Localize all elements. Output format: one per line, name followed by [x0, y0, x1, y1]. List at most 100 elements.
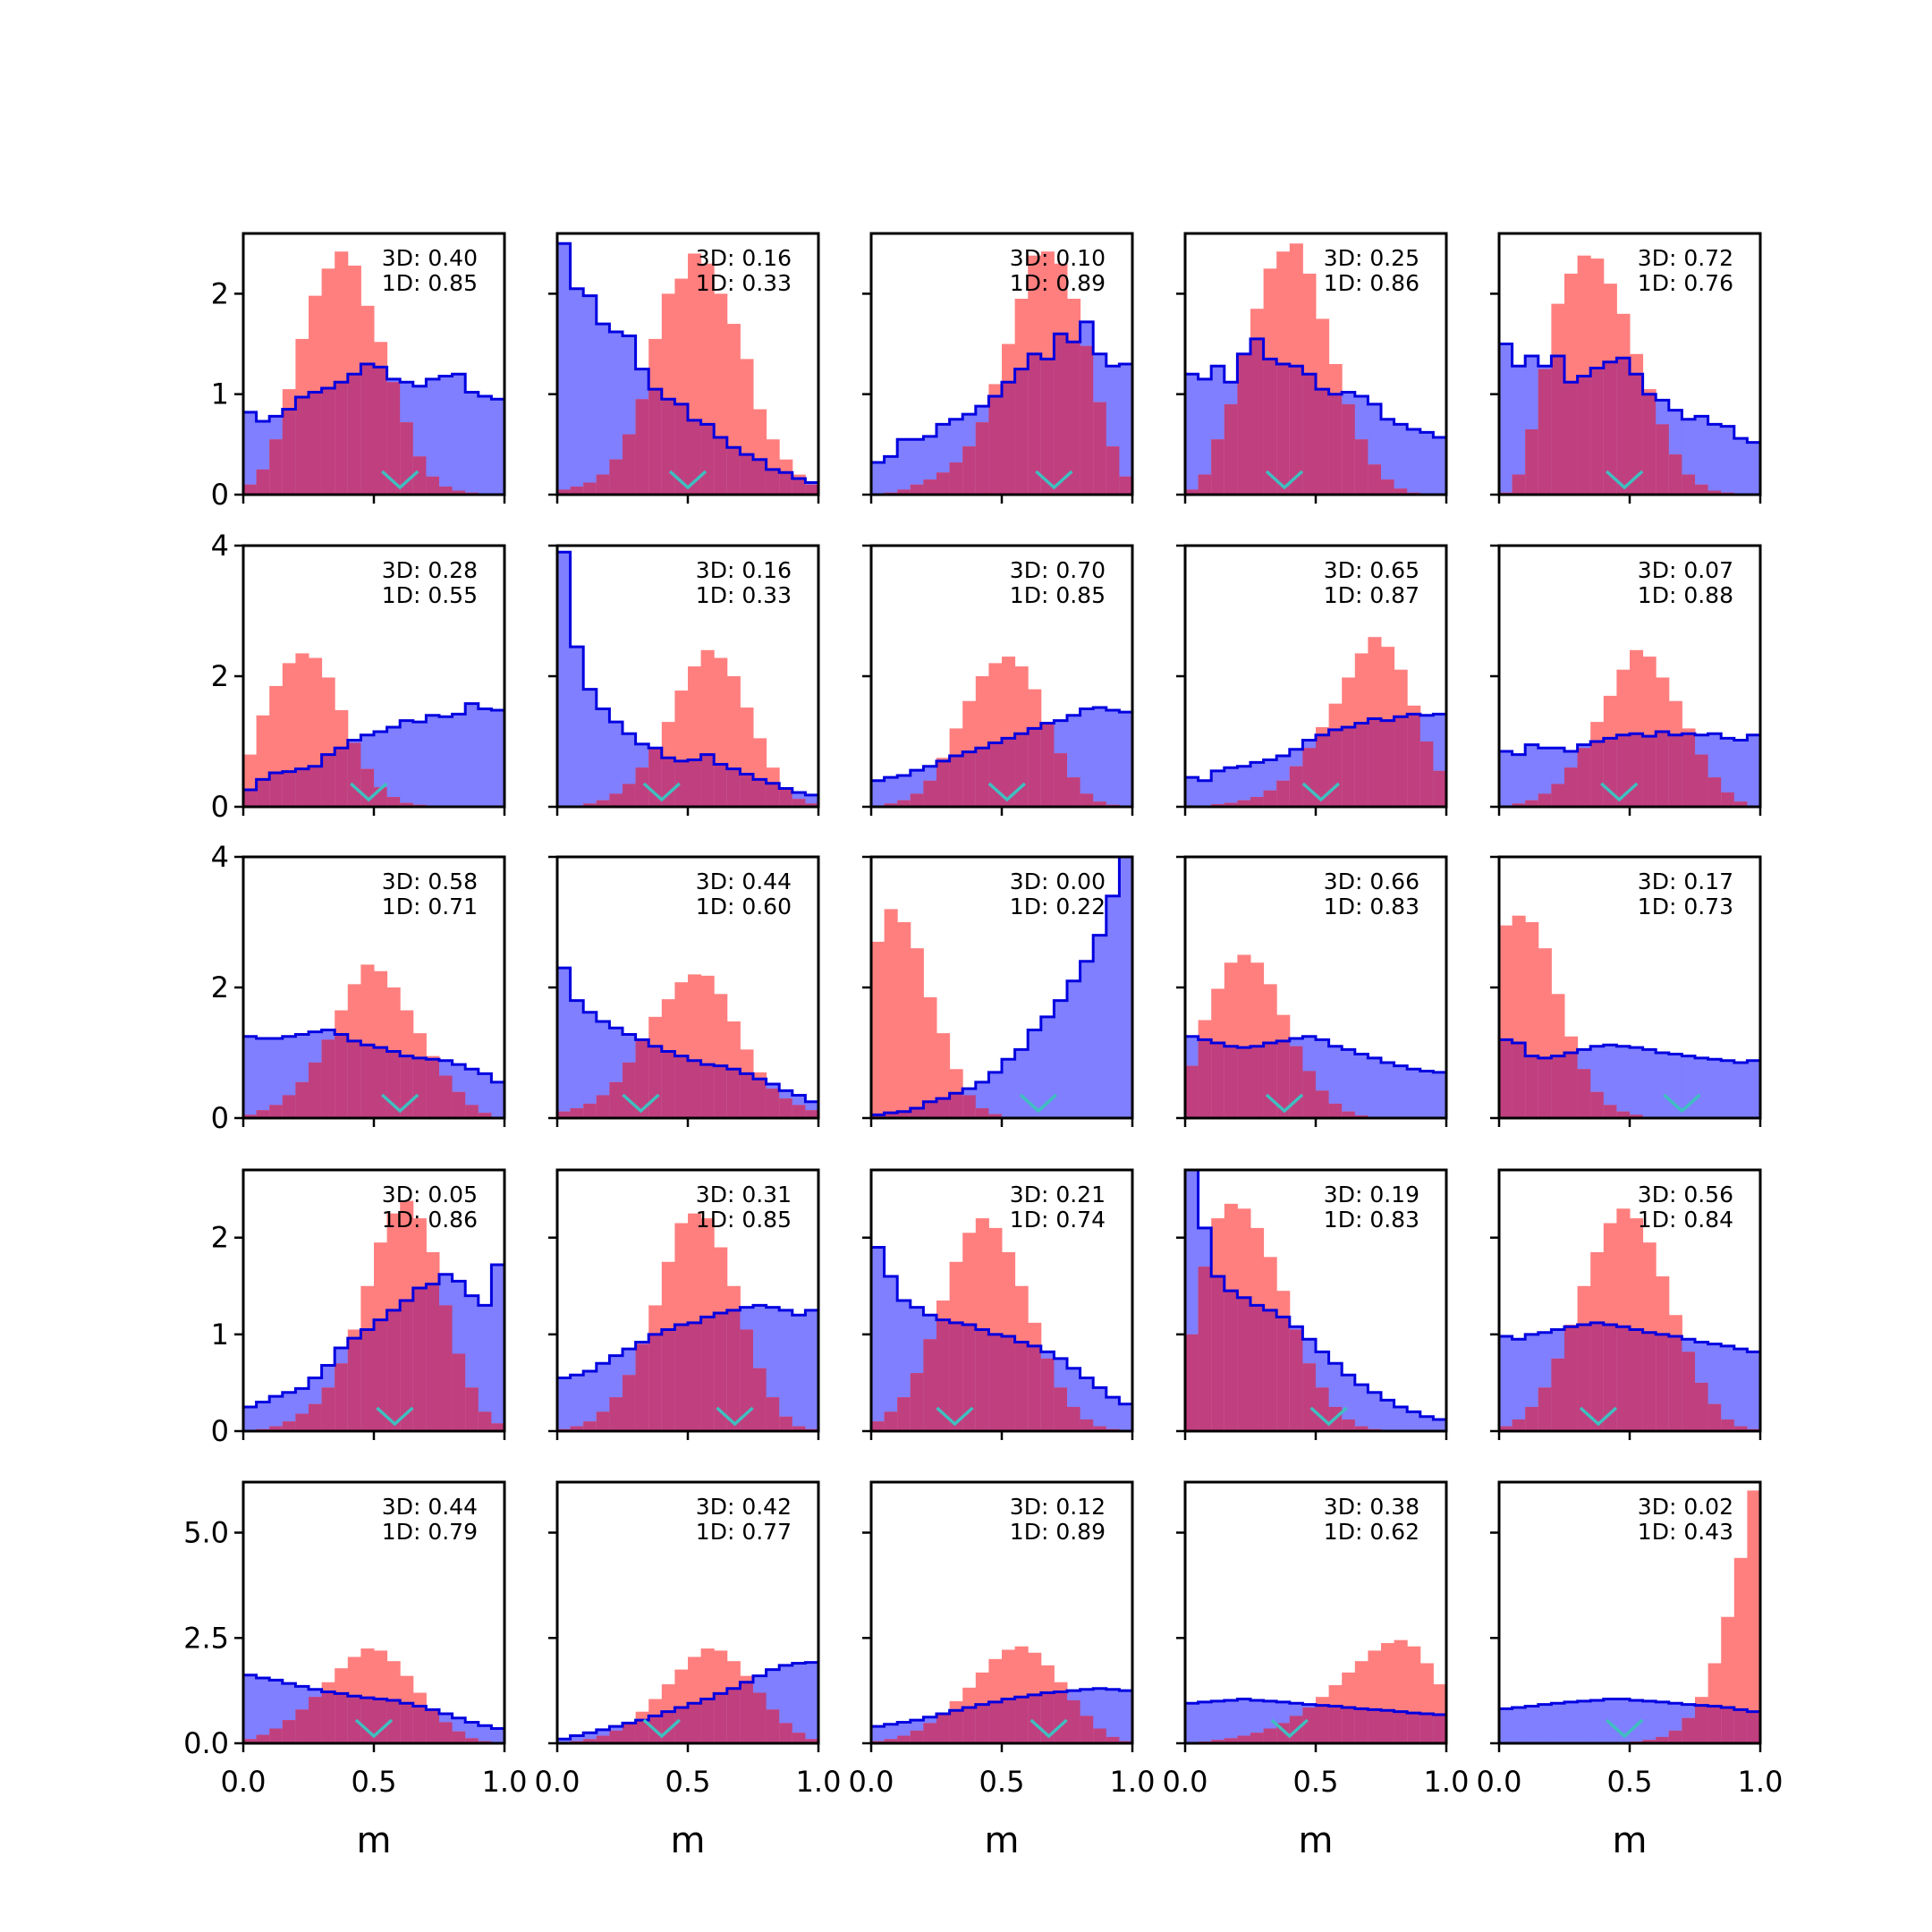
overlap-bar: [1211, 439, 1225, 495]
overlap-bar: [1695, 484, 1709, 495]
annotation-1d: 1D: 0.74: [1010, 1207, 1106, 1233]
overlap-bar: [465, 1387, 479, 1431]
overlap-bar: [674, 1707, 689, 1743]
blue-bar: [1419, 1071, 1434, 1118]
overlap-bar: [347, 1338, 361, 1431]
x-axis-label: m: [671, 1820, 706, 1861]
overlap-bar: [726, 1688, 741, 1743]
overlap-bar: [1040, 723, 1055, 807]
overlap-bar: [805, 484, 819, 495]
overlap-bar: [243, 484, 258, 495]
marker-v: [1019, 1093, 1058, 1114]
blue-bar: [1499, 1708, 1513, 1743]
overlap-bar: [648, 1046, 663, 1118]
overlap-bar: [1224, 1738, 1238, 1743]
x-tick-label: 0.5: [1293, 1765, 1339, 1799]
overlap-bar: [766, 1709, 780, 1743]
overlap-bar: [583, 1739, 597, 1743]
blue-bar: [570, 647, 584, 807]
y-tick-label: 1: [211, 377, 229, 411]
y-tick-label: 0: [211, 1414, 229, 1448]
overlap-bar: [1668, 454, 1682, 495]
blue-step-outline: [243, 1674, 504, 1731]
blue-bar: [1119, 1403, 1133, 1431]
overlap-bar: [635, 1720, 649, 1743]
y-tick-label: 2: [211, 970, 229, 1004]
overlap-bar: [1616, 1326, 1631, 1431]
blue-bar: [583, 689, 597, 807]
blue-bar: [1093, 708, 1107, 807]
overlap-bar: [962, 1707, 977, 1743]
overlap-bar: [753, 1079, 767, 1118]
x-axis-label: m: [1613, 1820, 1648, 1861]
y-tick-label: 2: [211, 659, 229, 693]
blue-bar: [1080, 961, 1094, 1118]
overlap-bar: [1342, 403, 1356, 495]
overlap-bar: [740, 1073, 754, 1118]
annotation-3d: 3D: 0.02: [1638, 1494, 1733, 1520]
overlap-bar: [1630, 1329, 1644, 1431]
overlap-bar: [1642, 1740, 1657, 1743]
marker-v: [1605, 470, 1644, 490]
blue-bar: [1499, 1336, 1513, 1431]
overlap-bar: [1682, 1717, 1696, 1743]
overlap-bar: [1014, 369, 1029, 495]
blue-bar: [596, 1021, 610, 1118]
overlap-bar: [256, 1110, 270, 1118]
overlap-bar: [661, 399, 675, 495]
blue-bar: [1747, 1352, 1761, 1431]
marker-v: [668, 470, 708, 490]
blue-bar: [897, 775, 911, 807]
overlap-bar: [243, 790, 258, 807]
overlap-bar: [309, 1403, 323, 1431]
overlap-bar: [623, 1062, 637, 1118]
overlap-bar: [936, 760, 951, 807]
blue-bar: [779, 1309, 793, 1431]
annotation-1d: 1D: 0.85: [696, 1207, 792, 1233]
blue-bar: [1342, 1049, 1356, 1118]
overlap-bar: [910, 1730, 924, 1743]
overlap-bar: [975, 1329, 989, 1431]
blue-bar: [1525, 744, 1539, 807]
blue-bar: [478, 395, 492, 495]
overlap-bar: [1080, 1419, 1094, 1431]
overlap-bar: [1381, 720, 1395, 807]
blue-bar: [1080, 1377, 1094, 1431]
overlap-bar: [412, 456, 427, 495]
blue-bar: [557, 552, 572, 807]
overlap-bar: [623, 1723, 637, 1743]
overlap-bar: [1302, 1707, 1317, 1743]
overlap-bar: [321, 1387, 335, 1431]
overlap-bar: [975, 1704, 989, 1743]
blue-bar: [465, 703, 479, 807]
overlap-bar: [309, 1697, 323, 1743]
blue-bar: [1185, 1703, 1199, 1743]
overlap-bar: [1695, 1382, 1709, 1431]
overlap-bar: [309, 766, 323, 807]
blue-bar: [1040, 1016, 1055, 1118]
overlap-bar: [1512, 474, 1526, 495]
blue-step-outline: [557, 1303, 818, 1380]
annotation-1d: 1D: 0.89: [1010, 1519, 1106, 1545]
blue-bar: [1616, 1046, 1631, 1118]
overlap-bar: [1342, 1707, 1356, 1743]
blue-bar: [988, 1072, 1003, 1118]
overlap-bar: [975, 1108, 989, 1118]
y-tick-label: 5.0: [183, 1516, 229, 1550]
overlap-bar: [1433, 1714, 1447, 1743]
blue-step-outline: [871, 1246, 1132, 1406]
x-tick-label: 0.5: [665, 1765, 711, 1799]
overlap-bar: [792, 479, 806, 495]
overlap-bar: [596, 474, 610, 495]
overlap-bar: [478, 1411, 492, 1431]
blue-bar: [1656, 1053, 1670, 1118]
overlap-bar: [1185, 489, 1199, 495]
blue-bar: [1538, 1704, 1552, 1743]
annotation-1d: 1D: 0.73: [1638, 894, 1733, 919]
overlap-bar: [1733, 801, 1748, 807]
overlap-bar: [1302, 748, 1317, 807]
blue-bar: [557, 1739, 572, 1743]
